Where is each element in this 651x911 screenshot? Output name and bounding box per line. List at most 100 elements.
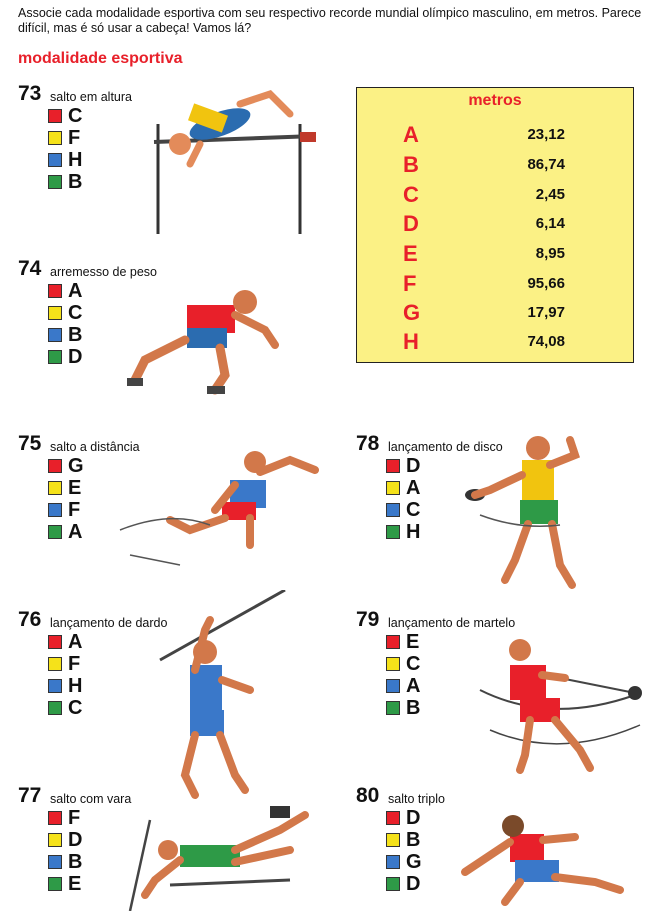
question-78: 78 lançamento de disco D A C H — [356, 433, 651, 553]
option-red[interactable]: G — [48, 455, 84, 477]
red-checkbox[interactable] — [48, 284, 62, 298]
question-number: 79 — [356, 608, 380, 631]
question-label: arremesso de peso — [50, 265, 158, 279]
row-value: 95,66 — [527, 275, 565, 292]
option-letter: A — [68, 521, 83, 543]
option-red[interactable]: D — [386, 807, 422, 829]
option-blue[interactable]: H — [48, 149, 82, 171]
option-green[interactable]: D — [48, 346, 82, 368]
blue-checkbox[interactable] — [48, 855, 62, 869]
question-73: 73 salto em altura C F H B — [18, 83, 338, 203]
blue-checkbox[interactable] — [386, 855, 400, 869]
option-letter: B — [68, 171, 83, 193]
option-yellow[interactable]: C — [386, 653, 420, 675]
green-checkbox[interactable] — [48, 350, 62, 364]
question-label: salto a distância — [50, 440, 140, 454]
option-letter: C — [68, 302, 83, 324]
option-red[interactable]: C — [48, 105, 82, 127]
option-letter: C — [406, 653, 421, 675]
red-checkbox[interactable] — [48, 109, 62, 123]
hammer-throw-illustration — [479, 639, 642, 774]
question-79: 79 lançamento de martelo E C A B — [356, 609, 651, 729]
red-checkbox[interactable] — [48, 459, 62, 473]
green-checkbox[interactable] — [386, 701, 400, 715]
records-table: metros A 23,12 B 86,74 C 2,45 D 6,14 E 8,95 F… — [356, 87, 634, 363]
option-red[interactable]: A — [48, 631, 82, 653]
red-checkbox[interactable] — [386, 811, 400, 825]
option-letter: E — [406, 631, 420, 653]
red-checkbox[interactable] — [48, 811, 62, 825]
option-green[interactable]: A — [48, 521, 84, 543]
option-letter: B — [406, 829, 421, 851]
option-blue[interactable]: H — [48, 675, 82, 697]
row-letter: F — [403, 271, 417, 296]
option-green[interactable]: B — [48, 171, 82, 193]
red-checkbox[interactable] — [48, 635, 62, 649]
blue-checkbox[interactable] — [48, 328, 62, 342]
green-checkbox[interactable] — [48, 525, 62, 539]
blue-checkbox[interactable] — [386, 503, 400, 517]
option-blue[interactable]: A — [386, 675, 420, 697]
table-row: G 17,97 — [357, 300, 633, 328]
option-red[interactable]: A — [48, 280, 82, 302]
option-blue[interactable]: B — [48, 851, 82, 873]
option-green[interactable]: B — [386, 697, 420, 719]
option-blue[interactable]: F — [48, 499, 84, 521]
option-green[interactable]: C — [48, 697, 82, 719]
question-80: 80 salto triplo D B G D — [356, 785, 651, 905]
option-yellow[interactable]: E — [48, 477, 84, 499]
table-row: E 8,95 — [357, 241, 633, 269]
option-red[interactable]: F — [48, 807, 82, 829]
option-blue[interactable]: C — [386, 499, 420, 521]
yellow-checkbox[interactable] — [48, 306, 62, 320]
yellow-checkbox[interactable] — [48, 833, 62, 847]
yellow-checkbox[interactable] — [386, 657, 400, 671]
option-yellow[interactable]: D — [48, 829, 82, 851]
green-checkbox[interactable] — [48, 175, 62, 189]
option-yellow[interactable]: C — [48, 302, 82, 324]
option-yellow[interactable]: A — [386, 477, 420, 499]
blue-checkbox[interactable] — [48, 153, 62, 167]
option-red[interactable]: E — [386, 631, 420, 653]
green-checkbox[interactable] — [386, 877, 400, 891]
table-header: metros — [468, 92, 522, 109]
intro-text: Associe cada modalidade esportiva com se… — [18, 6, 642, 35]
red-checkbox[interactable] — [386, 635, 400, 649]
javelin-illustration — [159, 590, 286, 799]
question-number: 74 — [18, 257, 42, 280]
green-checkbox[interactable] — [386, 525, 400, 539]
question-label: salto triplo — [388, 792, 445, 806]
row-letter: C — [403, 182, 419, 207]
option-letter: H — [68, 149, 83, 171]
yellow-checkbox[interactable] — [386, 833, 400, 847]
yellow-checkbox[interactable] — [48, 131, 62, 145]
option-green[interactable]: H — [386, 521, 420, 543]
option-red[interactable]: D — [386, 455, 420, 477]
option-blue[interactable]: B — [48, 324, 82, 346]
option-yellow[interactable]: F — [48, 653, 82, 675]
yellow-checkbox[interactable] — [386, 481, 400, 495]
yellow-checkbox[interactable] — [48, 481, 62, 495]
option-letter: H — [406, 521, 421, 543]
option-letter: C — [68, 105, 83, 127]
option-yellow[interactable]: F — [48, 127, 82, 149]
option-letter: G — [68, 455, 84, 477]
red-checkbox[interactable] — [386, 459, 400, 473]
option-letter: D — [406, 455, 421, 477]
yellow-checkbox[interactable] — [48, 657, 62, 671]
option-blue[interactable]: G — [386, 851, 422, 873]
blue-checkbox[interactable] — [386, 679, 400, 693]
question-number: 77 — [18, 784, 42, 807]
option-letter: D — [406, 873, 421, 895]
row-letter: G — [403, 300, 421, 325]
row-value: 23,12 — [527, 126, 565, 143]
green-checkbox[interactable] — [48, 701, 62, 715]
option-green[interactable]: E — [48, 873, 82, 895]
option-letter: E — [68, 873, 82, 895]
option-green[interactable]: D — [386, 873, 422, 895]
green-checkbox[interactable] — [48, 877, 62, 891]
blue-checkbox[interactable] — [48, 679, 62, 693]
question-number: 80 — [356, 784, 380, 807]
option-yellow[interactable]: B — [386, 829, 422, 851]
blue-checkbox[interactable] — [48, 503, 62, 517]
